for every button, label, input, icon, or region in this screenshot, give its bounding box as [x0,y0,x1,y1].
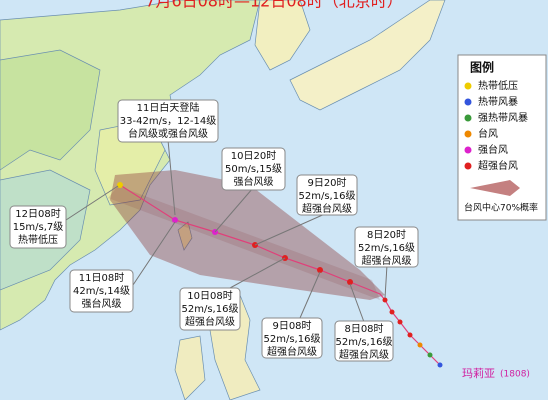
annotation-text: 8日20时 [367,229,406,241]
annotation-text: 超强台风级 [302,202,352,215]
annotation-text: 11日白天登陆 [137,101,200,114]
annotation-box [9,205,67,249]
annotation-box [334,320,394,362]
legend-marker [464,130,472,138]
annotation-text: 台风级或强台风级 [128,127,208,140]
legend-label: 热带低压 [478,79,518,92]
track [119,184,441,366]
annotation-text: 9日20时 [307,177,346,189]
annotation-box [296,174,358,216]
annotation-text: 42m/s,14级 [73,285,130,297]
annotation-text: 12日08时 [15,208,60,220]
callouts [65,139,388,323]
annotation-box [179,287,241,331]
annotation-text: 超强台风级 [267,345,317,358]
annotation-box [354,226,419,268]
annotation-box [221,147,286,191]
annotation-text: 33-42m/s，12-14级 [120,115,216,127]
legend-label: 超强台风 [478,159,518,172]
annotation-text: 10日20时 [231,150,276,162]
title: 7月6日08时—12日08时（北京时） [145,0,402,11]
storm-id: (1808) [500,370,530,380]
annotation-text: 超强台风级 [185,315,235,328]
annotation-text: 9日08时 [272,320,311,332]
annotation-text: 15m/s,7级 [13,221,64,233]
annotation-text: 超强台风级 [362,254,412,267]
legend-title: 图例 [470,60,494,75]
annotation-text: 11日08时 [79,272,124,284]
storm-name: 玛莉亚 [462,367,495,380]
annotation-box [261,317,323,359]
annotation-text: 10日08时 [187,290,232,302]
legend-marker [464,146,472,154]
legend-label: 强台风 [478,143,508,156]
legend-marker [464,98,472,106]
annotation-text: 8日08时 [344,323,383,335]
legend-box [457,54,547,221]
probability-cone [110,170,385,300]
legend-cone-label: 台风中心70%概率 [464,202,538,214]
annotation-text: 超强台风级 [339,348,389,361]
annotation-text: 52m/s,16级 [264,333,321,345]
annotation-box [117,99,219,143]
legend-marker [464,82,472,90]
annotation-text: 热带低压 [18,233,58,246]
legend-marker [464,162,472,170]
track-points [117,182,443,368]
annotation-text: 50m/s,15级 [225,163,282,175]
annotation-text: 强台风级 [82,297,122,310]
legend-marker [464,114,472,122]
annotation-box [69,269,134,313]
legend-cone [470,180,520,196]
annotation-text: 强台风级 [234,175,274,188]
annotation-text: 52m/s,16级 [299,190,356,202]
legend-label: 热带风暴 [478,95,518,108]
legend-label: 强热带风暴 [478,111,528,124]
land [0,0,446,400]
annotation-text: 52m/s,16级 [182,303,239,315]
legend-label: 台风 [478,127,498,140]
annotation-text: 52m/s,16级 [358,242,415,254]
annotation-text: 52m/s,16级 [336,336,393,348]
cone-inner [108,186,380,300]
